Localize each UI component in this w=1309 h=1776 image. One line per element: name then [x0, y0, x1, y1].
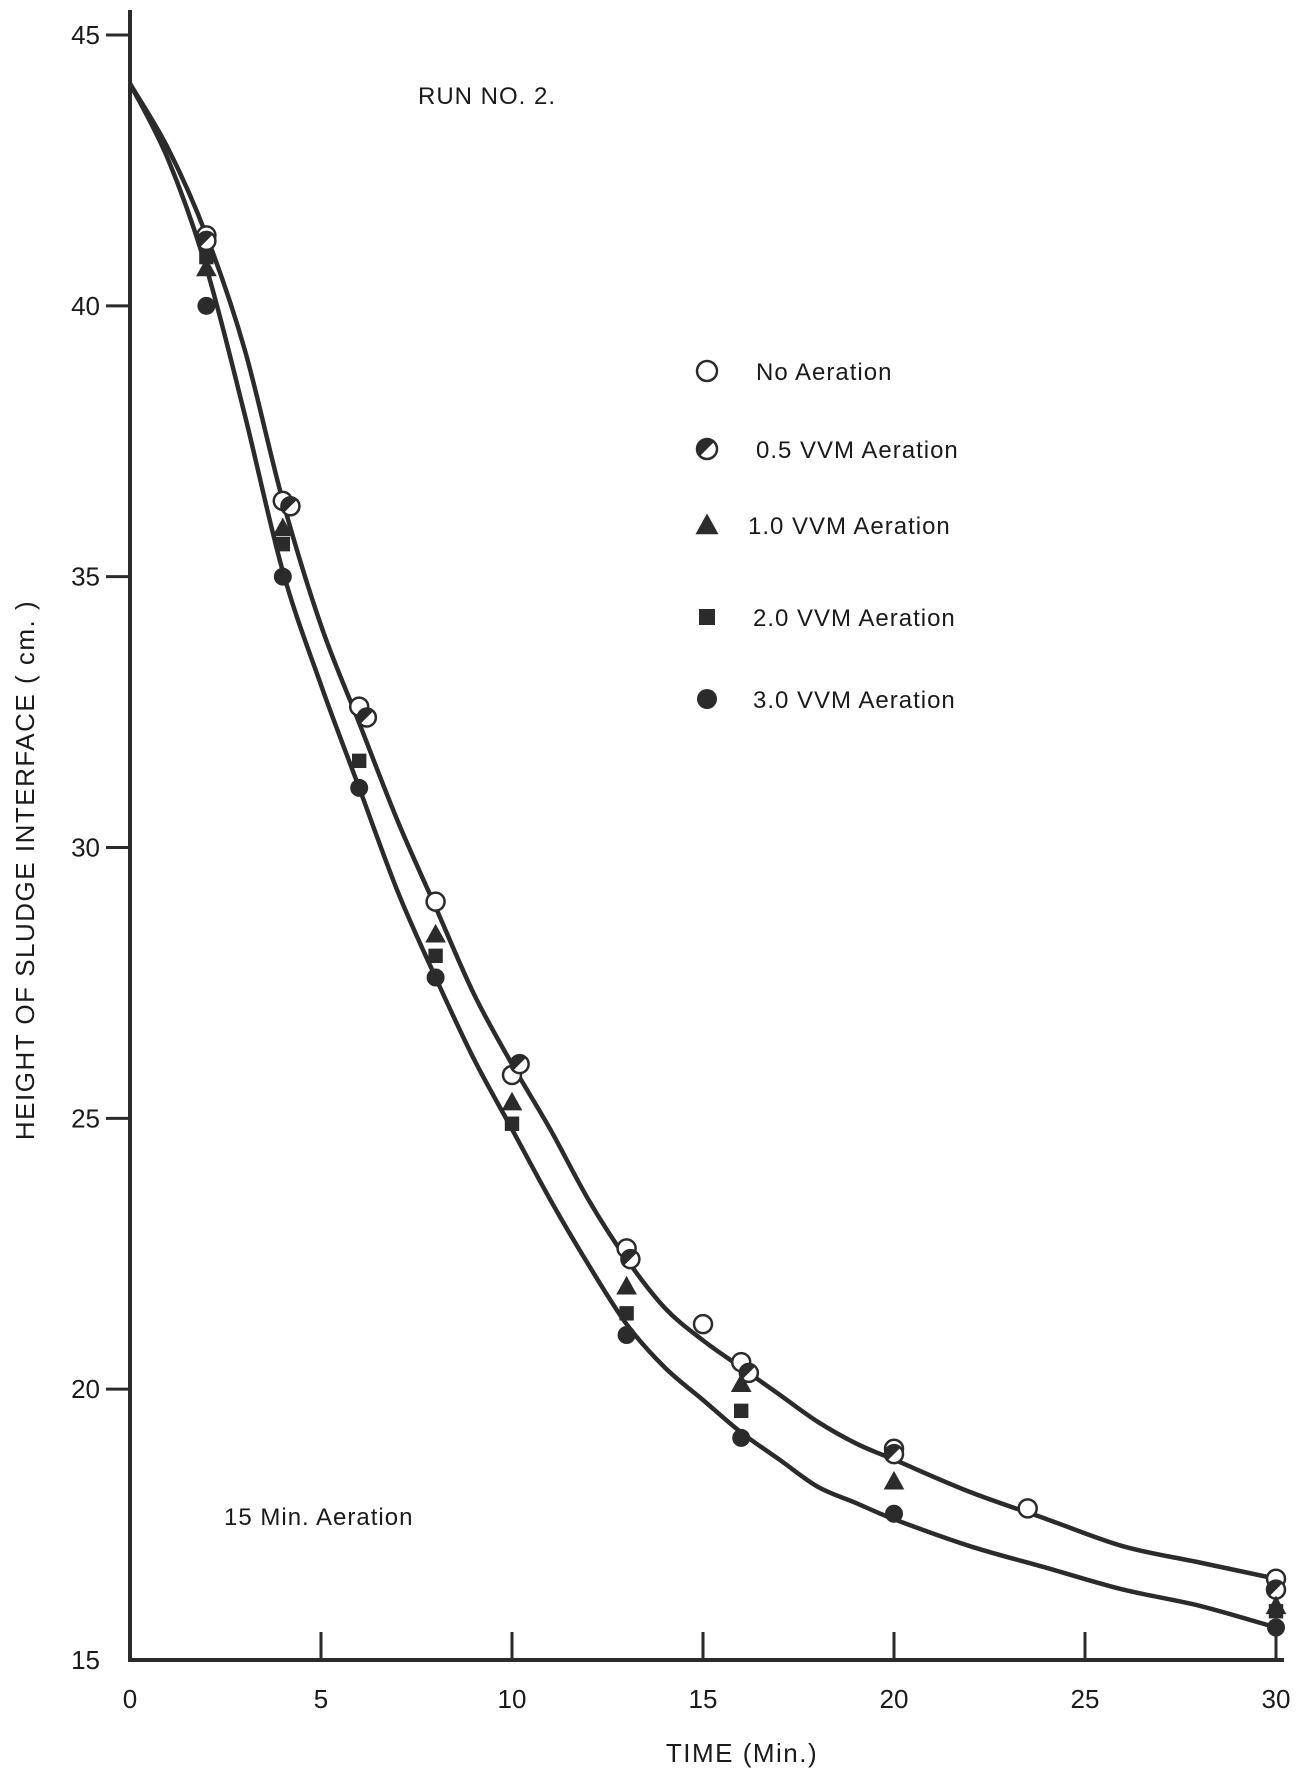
- legend-item: 2.0 VVM Aeration: [699, 605, 956, 632]
- aeration-annotation: 15 Min. Aeration: [224, 1504, 413, 1531]
- data-point-half-filled-circle: [620, 1248, 641, 1270]
- legend-label: 1.0 VVM Aeration: [748, 513, 951, 540]
- x-ticks: 0 5 10 15 20 25 30: [123, 1632, 1291, 1714]
- data-point-half-filled-circle: [883, 1443, 905, 1465]
- y-tick-label: 40: [71, 291, 100, 321]
- data-point-filled-square: [352, 753, 367, 769]
- fitted-curves: [127, 82, 1277, 1630]
- data-point-half-filled-circle: [738, 1362, 760, 1384]
- y-tick-label: 30: [71, 833, 100, 863]
- legend-marker-filled-triangle: [695, 513, 719, 535]
- upper-fit-curve: [128, 82, 1277, 1581]
- legend-marker-filled-circle: [697, 689, 717, 709]
- y-ticks: 15 20 25 30 35 40 45: [71, 20, 130, 1675]
- axes: [128, 10, 1284, 1662]
- data-point-filled-triangle: [730, 1373, 752, 1393]
- y-tick-label: 25: [71, 1103, 100, 1133]
- y-tick-label: 15: [71, 1645, 100, 1675]
- data-point-filled-triangle: [501, 1091, 523, 1111]
- legend-item: 3.0 VVM Aeration: [697, 687, 956, 714]
- lower-fit-curve: [127, 82, 1277, 1630]
- data-point-filled-circle: [426, 968, 445, 987]
- x-tick-label: 5: [314, 1684, 328, 1714]
- x-tick-label: 15: [689, 1684, 718, 1714]
- x-tick-label: 0: [123, 1684, 137, 1714]
- y-tick-label: 20: [71, 1374, 100, 1404]
- legend-marker-half-filled-circle: [695, 437, 719, 461]
- data-point-half-filled-circle: [196, 230, 217, 252]
- data-point-half-filled-circle: [356, 707, 378, 728]
- data-point-filled-square: [504, 1116, 520, 1131]
- data-point-filled-circle: [885, 1504, 903, 1523]
- y-axis-title: HEIGHT OF SLUDGE INTERFACE ( cm. ): [10, 600, 40, 1140]
- data-point-half-filled-circle: [280, 496, 301, 517]
- data-point-open-circle: [1017, 1498, 1038, 1519]
- data-point-filled-circle: [197, 296, 216, 315]
- data-point-filled-square: [199, 249, 214, 265]
- data-point-filled-square: [428, 948, 443, 964]
- data-point-filled-circle: [1267, 1618, 1285, 1637]
- legend-item: No Aeration: [695, 359, 892, 386]
- legend: No Aeration 0.5 VVM Aeration 1.0 VVM Aerat…: [695, 359, 959, 714]
- legend-marker-filled-square: [699, 609, 715, 625]
- legend-marker-open-circle: [695, 359, 719, 383]
- data-point-filled-circle: [350, 778, 369, 797]
- x-tick-label: 30: [1262, 1684, 1291, 1714]
- data-point-filled-square: [1268, 1604, 1284, 1619]
- data-point-filled-circle: [732, 1428, 751, 1447]
- chart-title: RUN NO. 2.: [418, 83, 556, 110]
- data-point-filled-triangle: [616, 1275, 637, 1295]
- data-point-filled-circle: [617, 1326, 636, 1344]
- y-tick-label: 35: [71, 562, 100, 592]
- legend-label: 2.0 VVM Aeration: [753, 605, 956, 632]
- data-point-filled-triangle: [425, 923, 446, 943]
- data-point-filled-square: [734, 1403, 749, 1419]
- data-point-open-circle: [692, 1313, 714, 1335]
- x-axis-title: TIME (Min.): [666, 1738, 818, 1768]
- data-point-half-filled-circle: [509, 1053, 530, 1075]
- data-points: [196, 225, 1287, 1637]
- x-tick-label: 25: [1071, 1684, 1100, 1714]
- y-tick-label: 45: [71, 20, 100, 50]
- data-point-filled-square: [275, 536, 290, 552]
- legend-item: 1.0 VVM Aeration: [695, 513, 951, 540]
- data-point-filled-triangle: [196, 257, 217, 277]
- data-point-filled-square: [619, 1306, 634, 1321]
- data-point-filled-triangle: [272, 517, 294, 537]
- legend-label: 0.5 VVM Aeration: [756, 437, 959, 464]
- legend-item: 0.5 VVM Aeration: [695, 437, 959, 464]
- data-point-filled-triangle: [883, 1470, 905, 1490]
- data-point-open-circle: [425, 891, 446, 912]
- legend-label: 3.0 VVM Aeration: [753, 687, 956, 714]
- x-tick-label: 10: [498, 1684, 527, 1714]
- data-point-filled-circle: [273, 567, 292, 586]
- x-tick-label: 20: [880, 1684, 909, 1714]
- legend-label: No Aeration: [756, 359, 892, 386]
